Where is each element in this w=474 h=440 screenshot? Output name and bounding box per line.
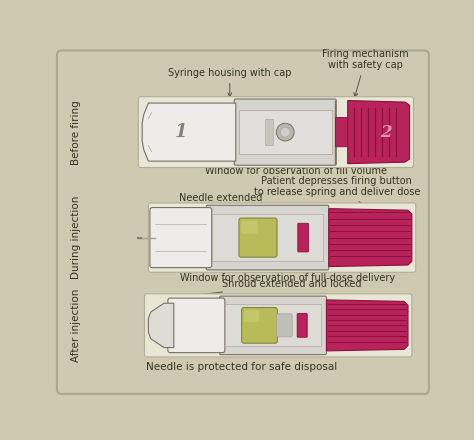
FancyBboxPatch shape	[234, 99, 336, 165]
Text: Needle extended: Needle extended	[154, 193, 263, 234]
Bar	[225, 304, 321, 346]
Text: Syringe housing with cap: Syringe housing with cap	[168, 68, 292, 97]
FancyBboxPatch shape	[168, 298, 225, 352]
Polygon shape	[327, 300, 408, 351]
FancyBboxPatch shape	[145, 294, 412, 357]
Bar	[212, 214, 323, 261]
FancyBboxPatch shape	[219, 296, 327, 355]
FancyBboxPatch shape	[242, 308, 277, 343]
Text: Shroud extended and locked: Shroud extended and locked	[178, 279, 362, 299]
FancyBboxPatch shape	[148, 203, 416, 272]
Polygon shape	[329, 209, 412, 267]
FancyBboxPatch shape	[244, 310, 259, 322]
Polygon shape	[148, 303, 174, 348]
FancyBboxPatch shape	[241, 220, 258, 234]
Text: Firing mechanism
with safety cap: Firing mechanism with safety cap	[322, 48, 409, 97]
FancyBboxPatch shape	[277, 314, 292, 337]
FancyBboxPatch shape	[150, 208, 212, 268]
Text: Patient depresses firing button
to release spring and deliver dose: Patient depresses firing button to relea…	[254, 176, 420, 235]
FancyBboxPatch shape	[206, 205, 329, 270]
Text: During injection: During injection	[71, 196, 82, 279]
FancyBboxPatch shape	[138, 97, 413, 168]
Polygon shape	[348, 100, 410, 164]
FancyBboxPatch shape	[298, 223, 309, 252]
Text: Window for observation of fill volume: Window for observation of fill volume	[205, 164, 387, 176]
Text: After injection: After injection	[71, 289, 82, 362]
Polygon shape	[142, 103, 236, 161]
Text: Window for observation of full-dose delivery: Window for observation of full-dose deli…	[180, 268, 395, 283]
Circle shape	[276, 123, 294, 141]
Text: 2: 2	[380, 124, 392, 141]
FancyBboxPatch shape	[239, 218, 277, 257]
FancyBboxPatch shape	[297, 314, 307, 337]
Text: 1: 1	[175, 123, 188, 141]
Text: Needle is protected for safe disposal: Needle is protected for safe disposal	[146, 362, 337, 372]
FancyBboxPatch shape	[336, 117, 348, 147]
Text: Before firing: Before firing	[71, 100, 82, 165]
Bar	[239, 110, 332, 154]
Bar	[265, 119, 273, 145]
Circle shape	[280, 127, 290, 137]
FancyBboxPatch shape	[57, 51, 429, 394]
